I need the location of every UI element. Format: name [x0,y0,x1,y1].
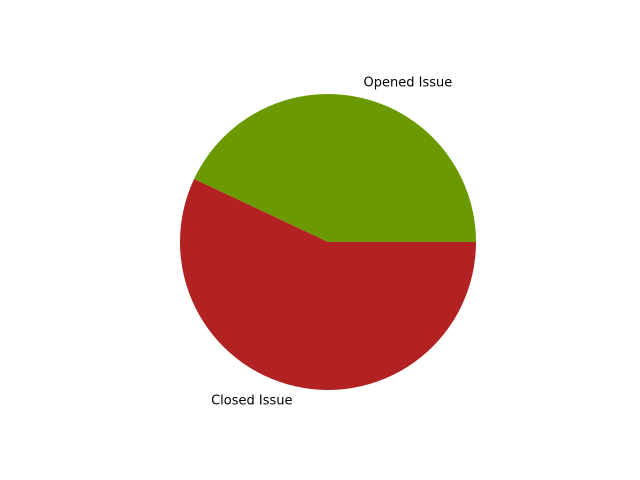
pie-label-closed-issue: Closed Issue [211,393,292,408]
pie-slice-closed-issue [179,178,476,391]
pie-slice-opened-issue [194,94,477,243]
pie-labels: Opened Issue Closed Issue [211,76,452,409]
pie-label-opened-issue: Opened Issue [364,76,453,91]
pie-slices [179,94,477,391]
